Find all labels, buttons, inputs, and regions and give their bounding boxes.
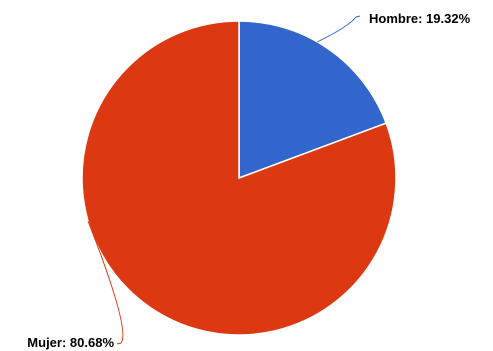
pie-slices (81, 20, 397, 336)
leader-line-mujer (87, 221, 124, 345)
pie-slice-mujer[interactable] (81, 20, 397, 336)
data-label-mujer: Mujer: 80.68% (27, 335, 114, 350)
leader-line-hombre (317, 15, 361, 43)
data-label-hombre: Hombre: 19.32% (369, 11, 471, 26)
data-labels: Hombre: 19.32% Mujer: 80.68% (27, 11, 470, 350)
pie-slice-hombre[interactable] (238, 20, 388, 180)
leader-lines (87, 15, 361, 345)
